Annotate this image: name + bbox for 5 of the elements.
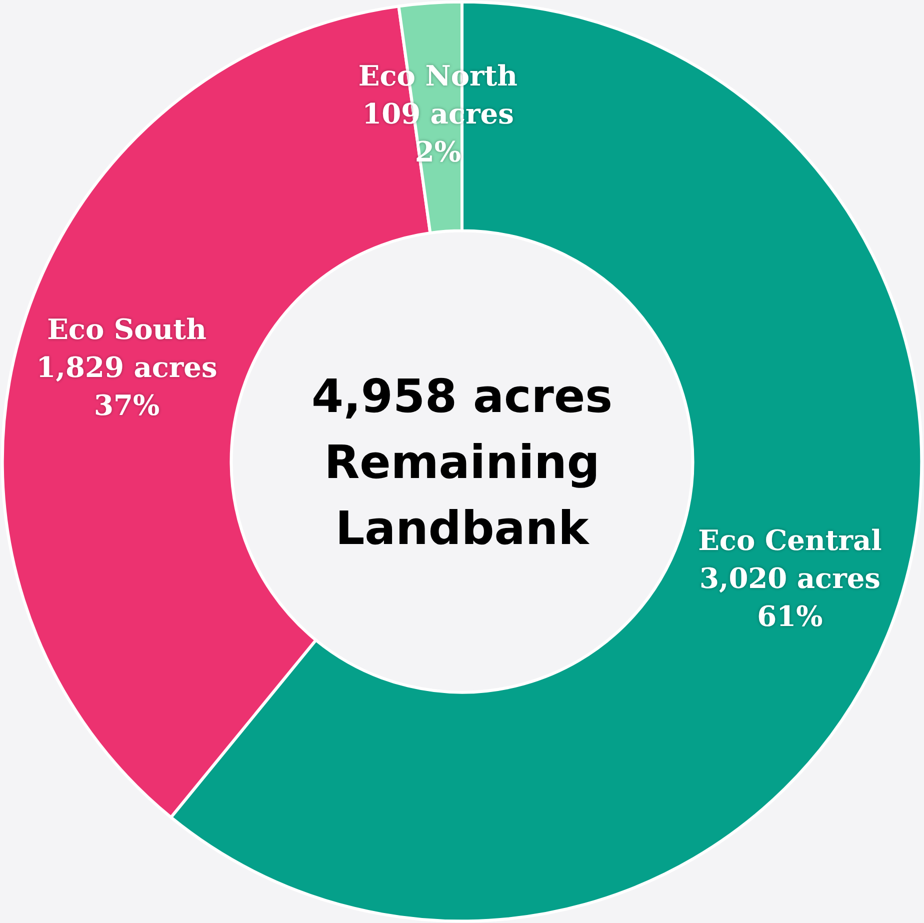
- slice-label: Eco Central: [698, 524, 882, 558]
- slice-label: Eco South: [47, 312, 206, 346]
- text: 4,958 acres Remaining Landbank: [311, 369, 613, 555]
- data-label: 1,829 acres 37%: [36, 350, 218, 422]
- data-label: 3,020 acres 61%: [699, 562, 880, 634]
